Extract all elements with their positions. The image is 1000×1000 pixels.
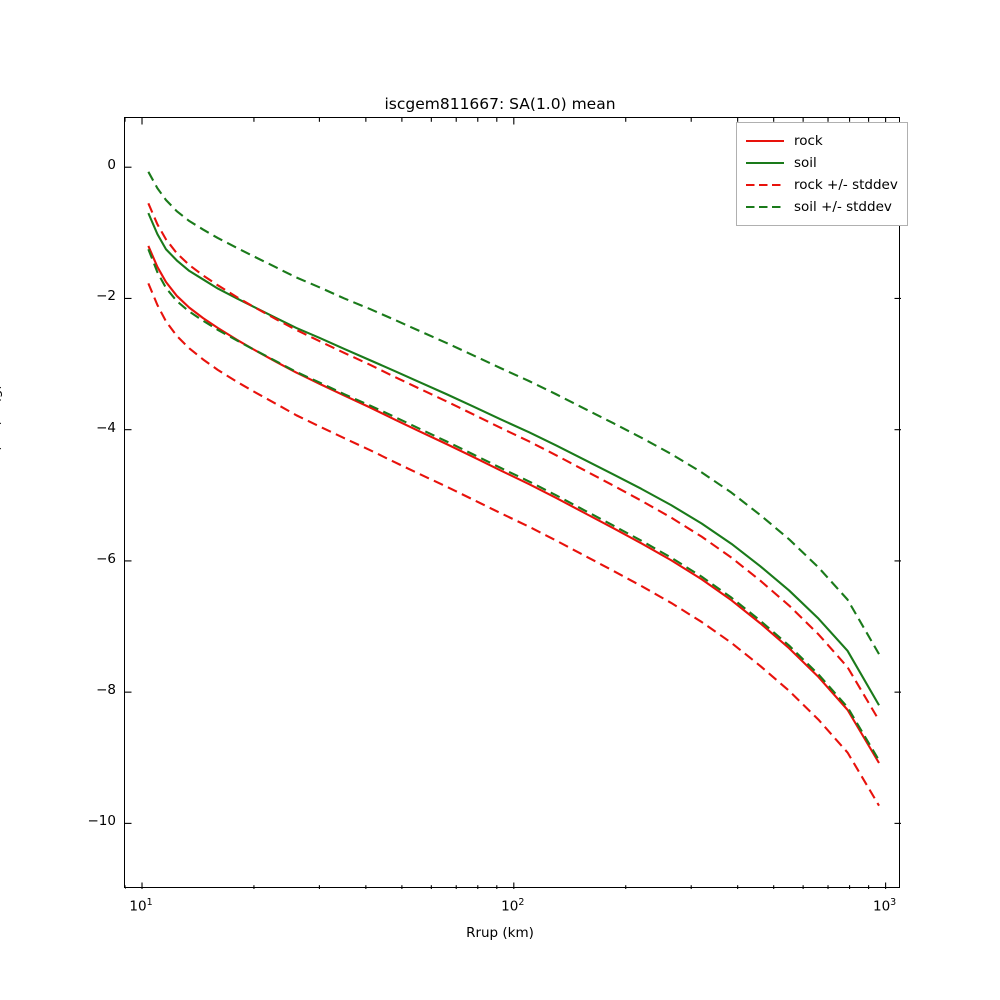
- legend-item-label: rock: [794, 133, 823, 149]
- series-line-soil_plus_stddev: [147, 171, 880, 655]
- legend-line-swatch: [745, 201, 785, 213]
- y-tick-label: 0: [107, 157, 116, 174]
- legend-item: soil: [745, 152, 898, 174]
- legend-line-swatch: [745, 157, 785, 169]
- y-tick-label: −2: [96, 288, 116, 305]
- series-line-soil: [147, 212, 880, 706]
- legend-item-label: soil: [794, 155, 817, 171]
- legend-line-swatch: [745, 179, 785, 191]
- plot-lines-svg: [125, 118, 901, 889]
- x-axis-label: Rrup (km): [466, 925, 534, 941]
- series-line-rock_minus_stddev: [147, 282, 880, 807]
- legend-item: soil +/- stddev: [745, 196, 898, 218]
- legend-line-swatch: [745, 135, 785, 147]
- chart-title: iscgem811667: SA(1.0) mean: [384, 95, 616, 113]
- plot-area: [124, 117, 901, 889]
- x-tick-label: 102: [501, 897, 525, 915]
- y-tick-label: −4: [96, 419, 116, 436]
- series-line-soil_minus_stddev: [147, 248, 880, 761]
- y-tick-label: −10: [87, 813, 117, 830]
- legend-box: rock soil rock +/- stddev soil +/- stddev: [736, 122, 908, 226]
- x-tick-label: 103: [872, 897, 897, 915]
- legend-item-label: rock +/- stddev: [794, 177, 898, 193]
- legend-item: rock: [745, 130, 898, 152]
- legend-item: rock +/- stddev: [745, 174, 898, 196]
- y-tick-label: −8: [96, 682, 116, 699]
- series-line-rock: [147, 245, 880, 764]
- y-axis-label: SA(1.0) ln(g): [0, 384, 3, 470]
- series-line-rock_plus_stddev: [147, 202, 880, 721]
- legend-item-label: soil +/- stddev: [794, 199, 892, 215]
- y-tick-label: −6: [96, 550, 116, 567]
- x-tick-label: 101: [129, 897, 153, 915]
